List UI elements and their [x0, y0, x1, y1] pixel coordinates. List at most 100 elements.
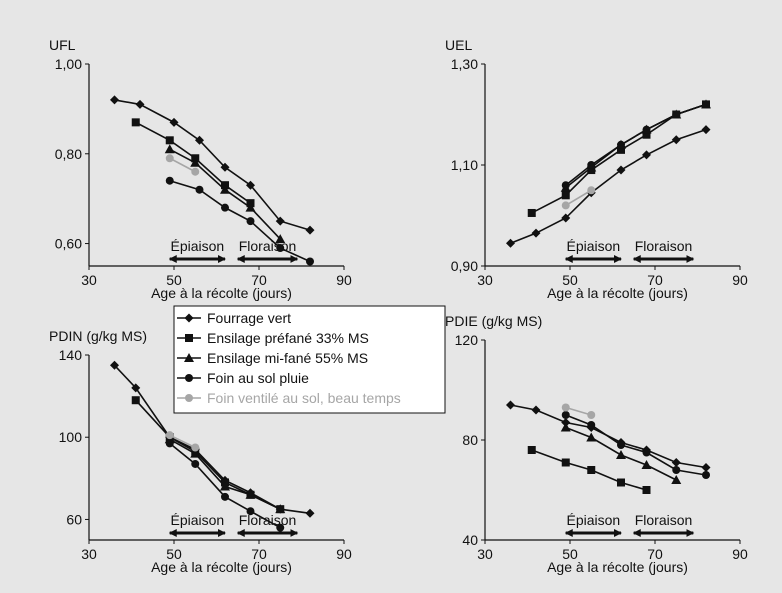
pdie-x-tick-label: 90 [732, 546, 748, 562]
uel-point-s0 [506, 238, 515, 248]
pdie-y-tick-label: 120 [455, 332, 479, 348]
legend-label: Ensilage mi-fané 55% MS [207, 350, 368, 366]
pdin-series-line-4 [169, 434, 196, 449]
ufl-series-line-0 [114, 99, 311, 231]
pdie-point-s3 [617, 441, 625, 449]
uel-x-tick-label: 50 [562, 272, 578, 288]
uel-series-line-0 [510, 128, 707, 245]
pdin-point-s3 [276, 523, 285, 532]
ufl-point-s2 [220, 184, 230, 194]
ufl-x-tick-label: 50 [166, 272, 182, 288]
uel-x-tick-label: 90 [732, 272, 748, 288]
legend-marker [185, 334, 193, 342]
pdie-period-label: Floraison [635, 512, 693, 528]
pdie-point-s2 [671, 475, 682, 484]
ufl-series-line-3 [169, 179, 311, 263]
pdin-point-s0 [305, 508, 315, 518]
uel-point-s1 [617, 145, 625, 154]
pdin-period-label: Épiaison [171, 512, 225, 528]
pdie-x-label: Age à la récolte (jours) [547, 559, 688, 575]
pdin-axis-title: PDIN (g/kg MS) [49, 328, 147, 344]
legend-marker [184, 313, 194, 323]
uel-y-tick-label: 0,90 [451, 258, 478, 274]
pdie-x-tick-label: 30 [477, 546, 493, 562]
legend-marker [185, 374, 193, 382]
ufl-point-s3 [195, 185, 204, 194]
pdin-point-s3 [246, 507, 255, 516]
pdin-x-label: Age à la récolte (jours) [151, 559, 292, 575]
pdie-point-s3 [672, 466, 681, 474]
ufl-x-label: Age à la récolte (jours) [151, 285, 292, 301]
uel-point-s0 [642, 150, 651, 160]
ufl-point-s3 [306, 257, 314, 266]
uel-point-s4 [561, 201, 570, 210]
uel-series-line-4 [565, 189, 592, 207]
uel-point-s4 [587, 186, 596, 195]
uel-series-line-1 [531, 103, 707, 214]
ufl-series-line-4 [169, 157, 196, 173]
uel-point-s1 [527, 208, 536, 217]
pdin-point-s2 [190, 448, 201, 458]
ufl-point-s1 [165, 136, 174, 145]
pdin-point-s3 [165, 439, 174, 448]
pdie-point-s2 [560, 422, 571, 432]
pdie-axis-title: PDIE (g/kg MS) [445, 313, 542, 329]
legend: Fourrage vert Ensilage préfané 33% MS Ensi… [173, 305, 446, 414]
pdie-series-line-4 [565, 406, 592, 416]
ufl-y-tick-label: 1,00 [55, 56, 82, 72]
ufl-point-s3 [276, 244, 285, 253]
pdie-point-s1 [617, 478, 625, 487]
pdie-point-s1 [587, 466, 596, 474]
uel-point-s3 [617, 140, 625, 149]
pdin-y-tick-label: 100 [59, 429, 83, 445]
pdin-point-s3 [191, 459, 200, 468]
ufl-x-tick-label: 70 [251, 272, 267, 288]
pdin-chart: PDIN (g/kg MS) 140 100 60 30 50 70 90 Age à la r… [49, 328, 352, 575]
pdin-point-s3 [221, 492, 229, 501]
pdie-point-s1 [527, 446, 536, 454]
uel-point-s3 [672, 110, 681, 119]
pdin-x-tick-label: 90 [336, 546, 352, 562]
legend-label: Foin au sol pluie [207, 370, 309, 386]
pdin-point-s4 [191, 443, 200, 452]
ufl-point-s2 [164, 144, 175, 154]
ufl-x-tick-label: 30 [81, 272, 97, 288]
pdie-point-s1 [561, 458, 570, 467]
uel-x-tick-label: 30 [477, 272, 493, 288]
pdie-x-tick-label: 70 [647, 546, 663, 562]
ufl-point-s2 [275, 234, 286, 244]
uel-period-label: Épiaison [567, 238, 621, 254]
uel-period-label: Floraison [635, 238, 693, 254]
ufl-y-tick-label: 0,80 [55, 146, 82, 162]
uel-point-s0 [616, 165, 626, 175]
uel-x-label: Age à la récolte (jours) [547, 285, 688, 301]
uel-point-s0 [561, 213, 571, 223]
pdie-series-line-3 [565, 414, 707, 476]
pdie-point-s4 [587, 411, 596, 419]
pdie-y-tick-label: 80 [462, 432, 478, 448]
legend-label: Foin ventilé au sol, beau temps [207, 390, 401, 406]
uel-point-s3 [587, 161, 596, 169]
pdie-point-s0 [671, 458, 681, 467]
pdie-point-s0 [506, 400, 515, 410]
ufl-point-s0 [246, 180, 255, 190]
pdie-point-s3 [587, 421, 596, 429]
pdin-y-tick-label: 60 [66, 511, 82, 527]
ufl-point-s0 [110, 95, 119, 105]
uel-point-s3 [702, 100, 710, 109]
uel-point-s0 [701, 125, 711, 135]
pdie-point-s1 [642, 486, 651, 494]
ufl-point-s1 [131, 118, 140, 127]
uel-point-s3 [642, 125, 651, 134]
uel-point-s1 [561, 191, 570, 200]
ufl-point-s4 [165, 154, 174, 163]
pdie-point-s3 [561, 411, 570, 419]
pdin-y-tick-label: 140 [59, 347, 83, 363]
pdie-point-s0 [531, 405, 541, 415]
charts-layer: UFL 1,00 0,80 0,60 30 50 70 90 Age à la récolte … [49, 37, 748, 575]
legend-marker [185, 394, 193, 402]
pdin-point-s0 [131, 383, 141, 393]
pdin-point-s1 [131, 396, 140, 405]
